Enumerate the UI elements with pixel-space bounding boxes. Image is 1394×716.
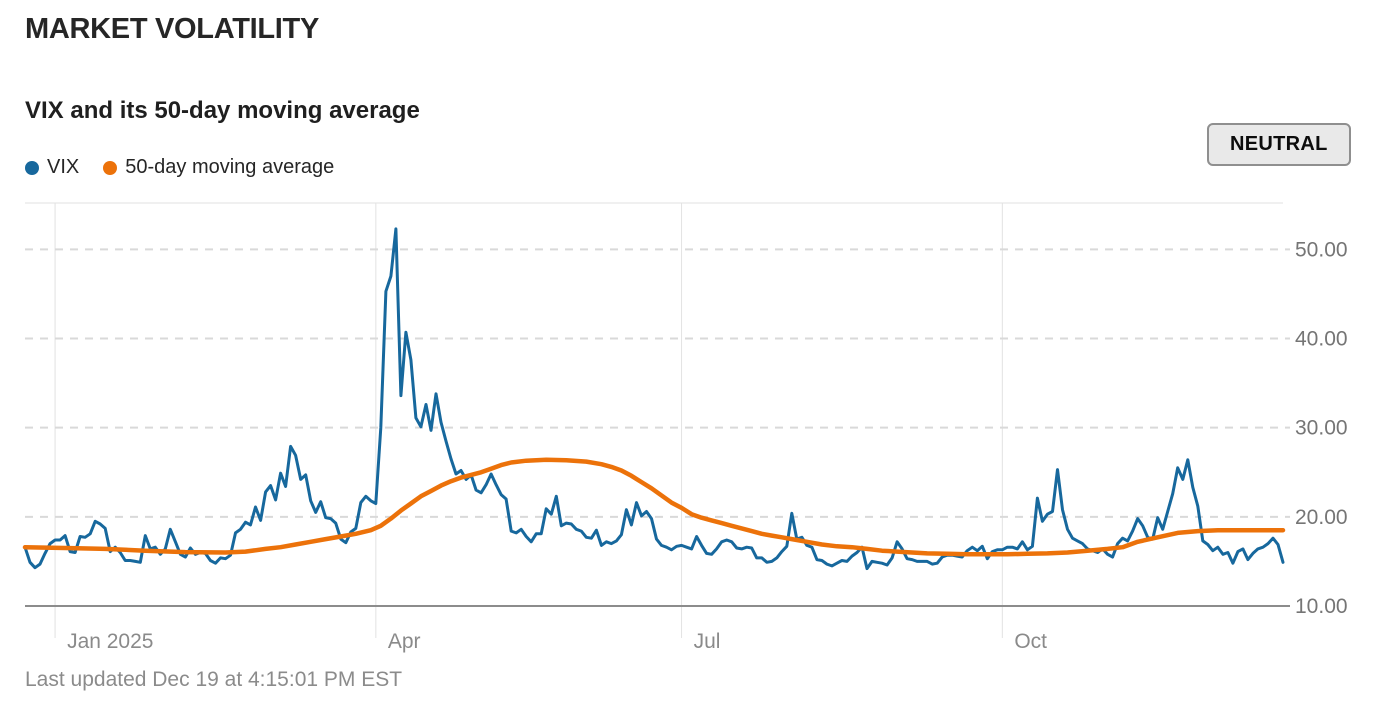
series-line-50-day-moving-average (22, 457, 1286, 557)
y-axis-tick-label: 20.00 (1295, 506, 1348, 529)
chart-legend: VIX 50-day moving average (25, 156, 334, 179)
y-axis-tick-label: 50.00 (1295, 238, 1348, 261)
series-line-vix (23, 227, 1285, 571)
ma50-series-dot-icon (103, 160, 118, 175)
x-axis-tick-label: Jan 2025 (67, 630, 153, 653)
chart-title: VIX and its 50-day moving average (25, 97, 420, 124)
y-axis-tick-label: 30.00 (1295, 417, 1348, 440)
x-axis-tick-label: Jul (694, 630, 721, 653)
legend-item-vix: VIX (25, 156, 79, 179)
y-axis-tick-label: 10.00 (1295, 595, 1348, 618)
status-badge: NEUTRAL (1207, 123, 1351, 166)
x-axis-tick-label: Apr (388, 630, 421, 653)
x-axis-tick-label: Oct (1014, 630, 1047, 653)
legend-item-label: 50-day moving average (125, 156, 335, 178)
vix-series-dot-icon (25, 160, 39, 175)
page-title: MARKET VOLATILITY (25, 13, 320, 45)
legend-item-ma50: 50-day moving average (103, 156, 334, 179)
y-axis-tick-label: 40.00 (1295, 328, 1348, 351)
last-updated-text: Last updated Dec 19 at 4:15:01 PM EST (25, 668, 403, 691)
legend-item-label: VIX (47, 156, 80, 178)
